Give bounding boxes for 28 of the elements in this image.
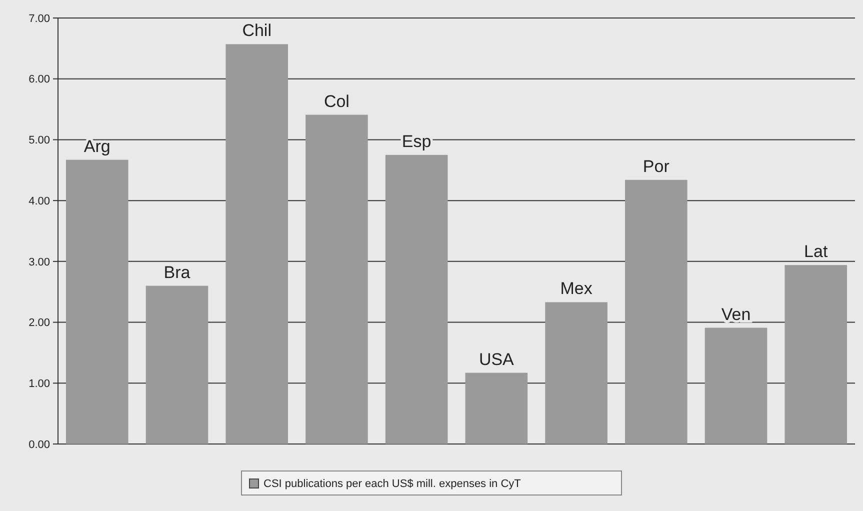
x-tick-label: Lat [804,242,828,262]
bar [146,286,208,444]
bar [625,180,688,444]
y-tick-label: 4.00 [28,195,50,208]
y-tick-label: 0.00 [28,438,50,451]
x-tick-label: Arg [84,136,110,156]
bar [545,302,608,444]
legend-label: CSI publications per each US$ mill. expenses in CyT [264,478,522,490]
x-tick-label: Ven [721,304,751,324]
bar [465,372,528,444]
x-tick-label: Por [642,156,670,176]
y-tick-label: 6.00 [28,74,50,86]
x-tick-label: Mex [560,279,593,298]
y-tick-label: 7.00 [28,12,50,25]
y-tick-label: 1.00 [28,378,50,390]
bar [66,160,128,444]
bar [226,44,288,444]
y-tick-label: 3.00 [28,256,50,268]
y-tick-label: 2.00 [28,317,50,330]
y-tick-label: 5.00 [28,134,50,147]
x-tick-label: Chil [242,21,272,40]
x-tick-label: Bra [164,262,191,282]
bar [385,154,448,444]
bar [784,265,848,444]
x-tick-label: Col [324,92,350,111]
bar [306,114,368,444]
x-tick-label: USA [478,350,515,369]
bar [704,328,768,444]
